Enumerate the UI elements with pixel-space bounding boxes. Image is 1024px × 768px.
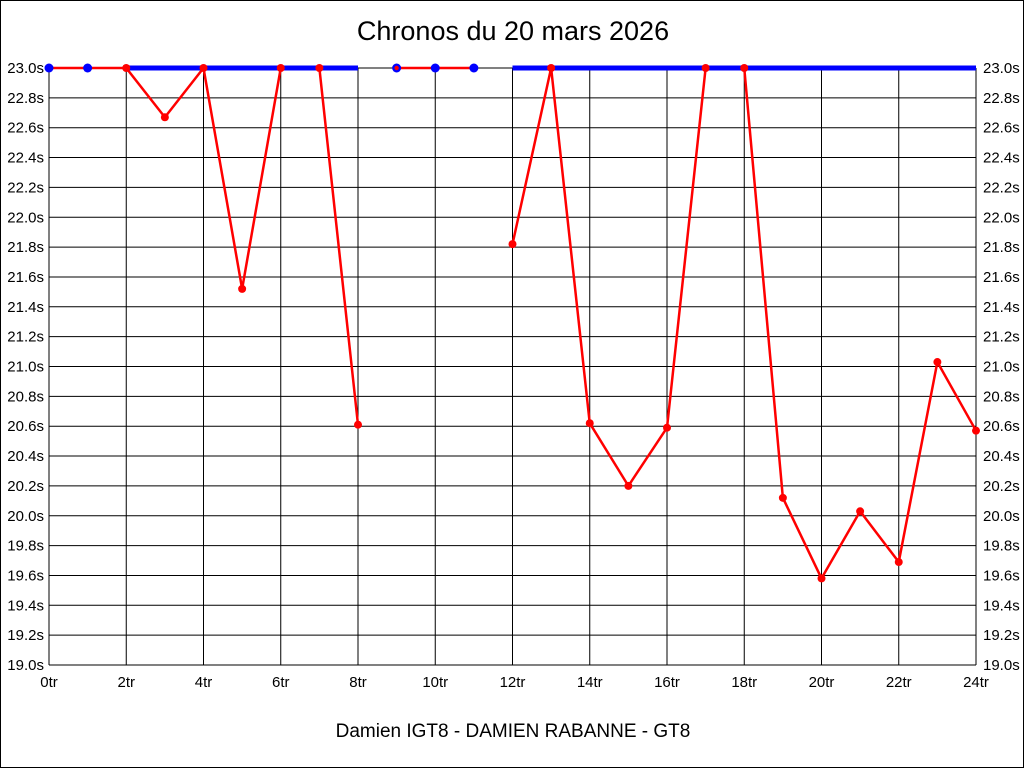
- y-tick-label-left: 21.8s: [7, 239, 44, 256]
- chrono-point: [933, 358, 942, 367]
- y-tick-label-left: 20.8s: [7, 388, 44, 405]
- y-tick-label-left: 22.6s: [7, 120, 44, 137]
- x-tick-label: 16tr: [654, 674, 680, 691]
- chrono-point: [238, 284, 247, 293]
- y-tick-label-right: 23.0s: [983, 60, 1020, 77]
- y-tick-label-left: 19.6s: [7, 567, 44, 584]
- y-tick-label-right: 22.0s: [983, 209, 1020, 226]
- chrono-point: [701, 64, 710, 72]
- reference-markers: [44, 63, 479, 73]
- x-tick-label: 18tr: [731, 674, 757, 691]
- y-tick-label-right: 21.6s: [983, 269, 1020, 286]
- x-tick-label: 4tr: [195, 674, 213, 691]
- x-tick-label: 12tr: [500, 674, 526, 691]
- y-tick-label-left: 20.4s: [7, 448, 44, 465]
- y-tick-label-left: 21.0s: [7, 359, 44, 376]
- chrono-point: [547, 64, 556, 72]
- y-tick-label-right: 21.0s: [983, 359, 1020, 376]
- x-tick-label: 6tr: [272, 674, 290, 691]
- x-axis-labels: 0tr 2tr 4tr 6tr 8tr 10tr 12tr 14tr 16tr 18tr 20tr 2…: [40, 674, 989, 691]
- y-tick-label-right: 19.6s: [983, 567, 1020, 584]
- y-tick-label-left: 23.0s: [7, 60, 44, 77]
- y-tick-label-right: 19.0s: [983, 657, 1020, 674]
- chart-caption: Damien IGT8 - DAMIEN RABANNE - GT8: [335, 721, 691, 742]
- y-tick-label-left: 19.0s: [7, 657, 44, 674]
- y-tick-label-right: 22.6s: [983, 120, 1020, 137]
- chrono-point: [624, 481, 633, 490]
- y-tick-label-left: 19.8s: [7, 538, 44, 555]
- y-tick-label-left: 21.2s: [7, 329, 44, 346]
- y-tick-label-right: 20.2s: [983, 478, 1020, 495]
- y-tick-label-left: 22.2s: [7, 179, 44, 196]
- y-tick-label-left: 22.0s: [7, 209, 44, 226]
- y-tick-label-left: 21.4s: [7, 299, 44, 316]
- x-tick-label: 20tr: [809, 674, 835, 691]
- y-tick-label-right: 19.2s: [983, 627, 1020, 644]
- y-tick-label-right: 20.8s: [983, 388, 1020, 405]
- y-tick-label-left: 19.4s: [7, 597, 44, 614]
- reference-point: [469, 63, 479, 73]
- reference-point: [83, 63, 93, 73]
- y-tick-label-right: 19.8s: [983, 538, 1020, 555]
- chrono-point: [972, 426, 980, 435]
- y-tick-label-right: 22.2s: [983, 179, 1020, 196]
- y-tick-label-right: 19.4s: [983, 597, 1020, 614]
- x-tick-label: 0tr: [40, 674, 58, 691]
- y-tick-label-right: 21.4s: [983, 299, 1020, 316]
- y-tick-label-left: 19.2s: [7, 627, 44, 644]
- x-tick-label: 2tr: [117, 674, 135, 691]
- y-tick-label-left: 22.8s: [7, 90, 44, 107]
- chart-title: Chronos du 20 mars 2026: [356, 16, 670, 46]
- chrono-point: [894, 558, 903, 567]
- x-tick-label: 22tr: [886, 674, 912, 691]
- chrono-point: [276, 64, 285, 72]
- y-tick-label-left: 20.2s: [7, 478, 44, 495]
- y-tick-label-right: 22.8s: [983, 90, 1020, 107]
- x-tick-label: 8tr: [349, 674, 367, 691]
- chrono-point: [740, 64, 749, 72]
- chrono-point: [817, 574, 826, 583]
- chrono-point: [508, 240, 517, 249]
- y-axis-labels: 23.0s 23.0s 22.8s 22.8s 22.6s 22.6s 22.4s 22.4s…: [7, 60, 1019, 674]
- x-tick-label: 10tr: [422, 674, 448, 691]
- reference-point-red-center: [394, 65, 399, 71]
- chrono-point: [585, 419, 594, 428]
- y-tick-label-right: 22.4s: [983, 150, 1020, 167]
- chrono-point: [663, 423, 671, 432]
- y-tick-label-right: 20.6s: [983, 418, 1020, 435]
- chrono-point: [778, 493, 787, 502]
- y-tick-label-left: 22.4s: [7, 150, 44, 167]
- y-tick-label-right: 21.8s: [983, 239, 1020, 256]
- y-tick-label-left: 21.6s: [7, 269, 44, 286]
- chrono-point: [354, 420, 362, 429]
- x-tick-label: 24tr: [963, 674, 989, 691]
- chrono-point: [315, 64, 324, 72]
- chrono-point: [199, 64, 208, 72]
- y-tick-label-right: 20.4s: [983, 448, 1020, 465]
- y-tick-label-left: 20.6s: [7, 418, 44, 435]
- reference-point: [430, 63, 440, 73]
- chrono-point: [122, 64, 131, 72]
- chrono-point: [856, 507, 865, 516]
- y-tick-label-right: 21.2s: [983, 329, 1020, 346]
- chrono-point: [160, 113, 169, 122]
- grid-lines: [48, 67, 977, 666]
- y-tick-label-left: 20.0s: [7, 508, 44, 525]
- reference-point: [44, 63, 54, 73]
- y-tick-label-right: 20.0s: [983, 508, 1020, 525]
- x-tick-label: 14tr: [577, 674, 603, 691]
- chrono-markers: [45, 64, 980, 583]
